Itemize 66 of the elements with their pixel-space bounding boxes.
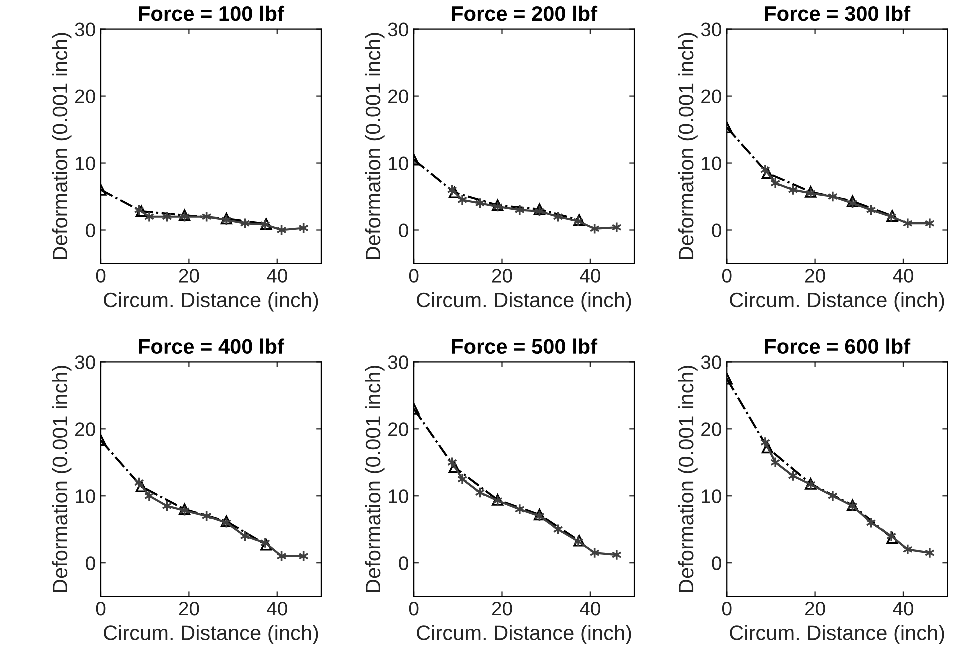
- x-tick-label: 40: [580, 269, 600, 283]
- y-tick-label: 0: [712, 224, 722, 238]
- x-tick-label: 20: [805, 602, 826, 616]
- y-tick-label: 20: [388, 422, 408, 436]
- y-tick-label: 10: [389, 156, 408, 171]
- y-tick-label: 0: [86, 556, 96, 570]
- x-axis-title: Circum. Distance (inch): [730, 292, 944, 312]
- y-tick-label: 30: [701, 22, 722, 37]
- x-tick-label: 20: [805, 269, 826, 283]
- x-tick-label: 20: [492, 602, 512, 616]
- x-tick-label: 20: [179, 602, 200, 616]
- y-tick-label: 0: [399, 556, 408, 570]
- point: [136, 480, 148, 493]
- y-tick-label: 0: [86, 224, 96, 238]
- y-axis-title: Deformation (0.001 inch): [678, 33, 698, 260]
- x-tick-label: 0: [722, 602, 732, 616]
- y-tick-label: 30: [75, 22, 96, 37]
- point: [762, 442, 774, 454]
- x-tick-label: 40: [893, 269, 914, 283]
- x-axis-title: Circum. Distance (inch): [104, 292, 318, 312]
- x-axis-title: Circum. Distance (inch): [417, 625, 632, 645]
- x-tick-label: 40: [580, 602, 600, 616]
- y-tick-label: 10: [76, 156, 96, 171]
- x-axis-title: Circum. Distance (inch): [104, 625, 318, 645]
- x-tick-label: 40: [267, 602, 288, 616]
- y-axis-title: Deformation (0.001 inch): [365, 366, 385, 592]
- x-axis-title: Circum. Distance (inch): [417, 292, 632, 312]
- chart-title: Force = 100 lbf: [139, 6, 285, 22]
- chart-title: Force = 500 lbf: [452, 338, 598, 354]
- y-axis-title: Deformation (0.001 inch): [365, 33, 385, 260]
- y-tick-label: 20: [76, 422, 96, 436]
- y-tick-label: 30: [388, 22, 408, 37]
- y-tick-label: 20: [76, 90, 96, 104]
- y-tick-label: 20: [702, 90, 722, 104]
- y-tick-label: 30: [701, 356, 722, 370]
- y-tick-label: 10: [389, 490, 408, 504]
- point: [136, 206, 148, 218]
- y-tick-label: 0: [399, 224, 408, 238]
- x-tick-label: 40: [893, 602, 914, 616]
- chart-title: Force = 600 lbf: [766, 338, 911, 354]
- y-tick-label: 10: [76, 490, 96, 504]
- x-tick-label: 0: [96, 602, 106, 616]
- y-axis-title: Deformation (0.001 inch): [52, 366, 72, 592]
- y-tick-label: 30: [75, 356, 96, 370]
- x-tick-label: 0: [409, 269, 419, 283]
- y-tick-label: 20: [388, 90, 408, 104]
- x-tick-label: 20: [179, 269, 200, 283]
- y-tick-label: 10: [702, 156, 722, 171]
- x-tick-label: 0: [722, 269, 732, 283]
- x-tick-label: 0: [96, 269, 106, 283]
- chart-title: Force = 400 lbf: [139, 338, 285, 354]
- chart-title: Force = 300 lbf: [766, 6, 911, 22]
- y-axis-title: Deformation (0.001 inch): [52, 33, 72, 260]
- x-tick-label: 20: [492, 269, 512, 283]
- x-tick-label: 40: [267, 269, 288, 283]
- point: [448, 462, 460, 474]
- y-tick-label: 0: [712, 556, 722, 570]
- y-axis-title: Deformation (0.001 inch): [678, 366, 698, 592]
- point: [762, 168, 774, 180]
- y-tick-label: 30: [388, 356, 408, 370]
- y-tick-label: 20: [702, 422, 722, 436]
- chart-title: Force = 200 lbf: [452, 6, 598, 22]
- x-tick-label: 0: [409, 602, 419, 616]
- y-tick-label: 10: [702, 490, 722, 504]
- point: [448, 186, 460, 199]
- x-axis-title: Circum. Distance (inch): [730, 625, 944, 645]
